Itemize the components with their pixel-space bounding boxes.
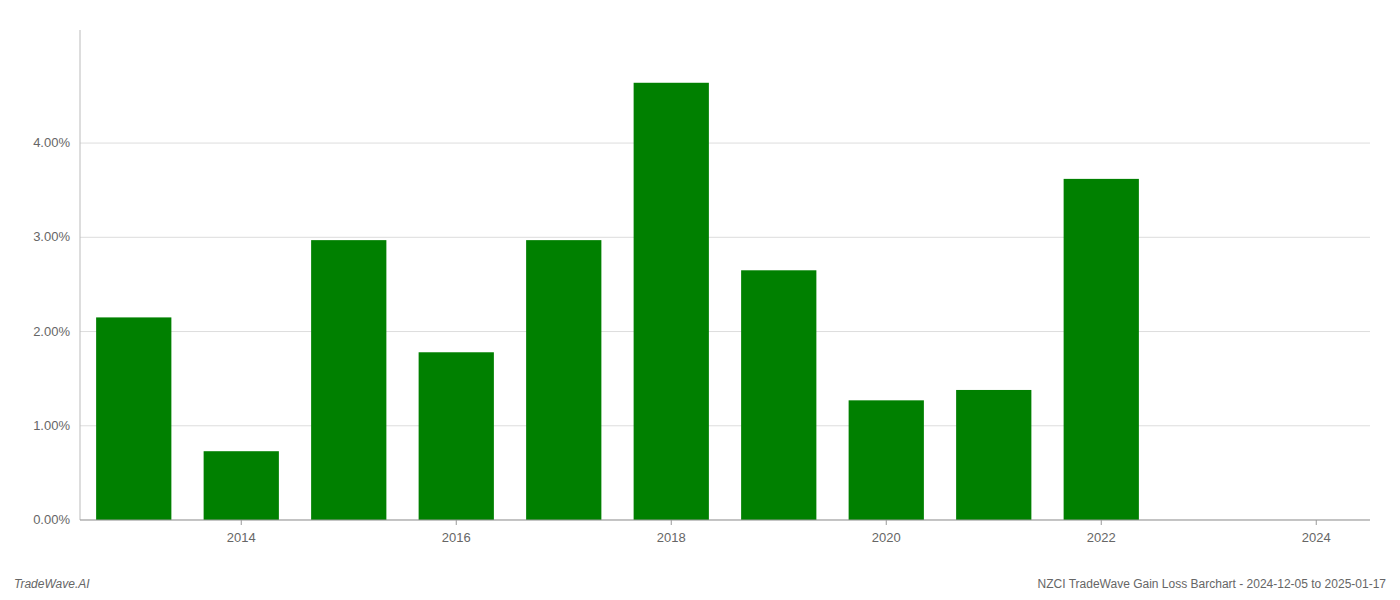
- grid-line: [80, 237, 1370, 238]
- y-tick-label: 0.00%: [33, 512, 70, 527]
- grid: [80, 143, 1370, 520]
- x-tick-label: 2018: [657, 530, 686, 545]
- x-tick-label: 2014: [227, 530, 256, 545]
- bar: [204, 451, 279, 520]
- bar: [956, 390, 1031, 520]
- x-tick-label: 2016: [442, 530, 471, 545]
- bar: [311, 240, 386, 520]
- bar: [96, 317, 171, 520]
- bar: [1064, 179, 1139, 520]
- footer-left: TradeWave.AI: [14, 577, 90, 591]
- x-tick: [1101, 520, 1102, 525]
- x-tick: [1316, 520, 1317, 525]
- bar: [419, 352, 494, 520]
- x-tick-label: 2020: [872, 530, 901, 545]
- bar: [526, 240, 601, 520]
- bar: [634, 83, 709, 520]
- chart-container: 0.00% 1.00% 2.00% 3.00% 4.00% 2014 2016 2018 202…: [0, 0, 1400, 600]
- x-tick-label: 2024: [1302, 530, 1331, 545]
- y-tick-label: 4.00%: [33, 135, 70, 150]
- x-tick: [671, 520, 672, 525]
- x-tick: [886, 520, 887, 525]
- x-tick: [241, 520, 242, 525]
- chart: 0.00% 1.00% 2.00% 3.00% 4.00% 2014 2016 2018 202…: [0, 0, 1400, 600]
- grid-line: [80, 331, 1370, 332]
- y-tick-label: 3.00%: [33, 229, 70, 244]
- grid-line: [80, 143, 1370, 144]
- x-tick: [456, 520, 457, 525]
- y-axis-line: [80, 30, 81, 520]
- footer-right: NZCI TradeWave Gain Loss Barchart - 2024…: [1038, 577, 1387, 591]
- x-axis-line: [80, 520, 1370, 521]
- bar: [741, 270, 816, 520]
- bar: [849, 400, 924, 520]
- grid-line: [80, 425, 1370, 426]
- grid-line: [80, 520, 1370, 521]
- bars: [96, 83, 1139, 520]
- y-tick-label: 1.00%: [33, 418, 70, 433]
- x-tick-label: 2022: [1087, 530, 1116, 545]
- y-tick-label: 2.00%: [33, 324, 70, 339]
